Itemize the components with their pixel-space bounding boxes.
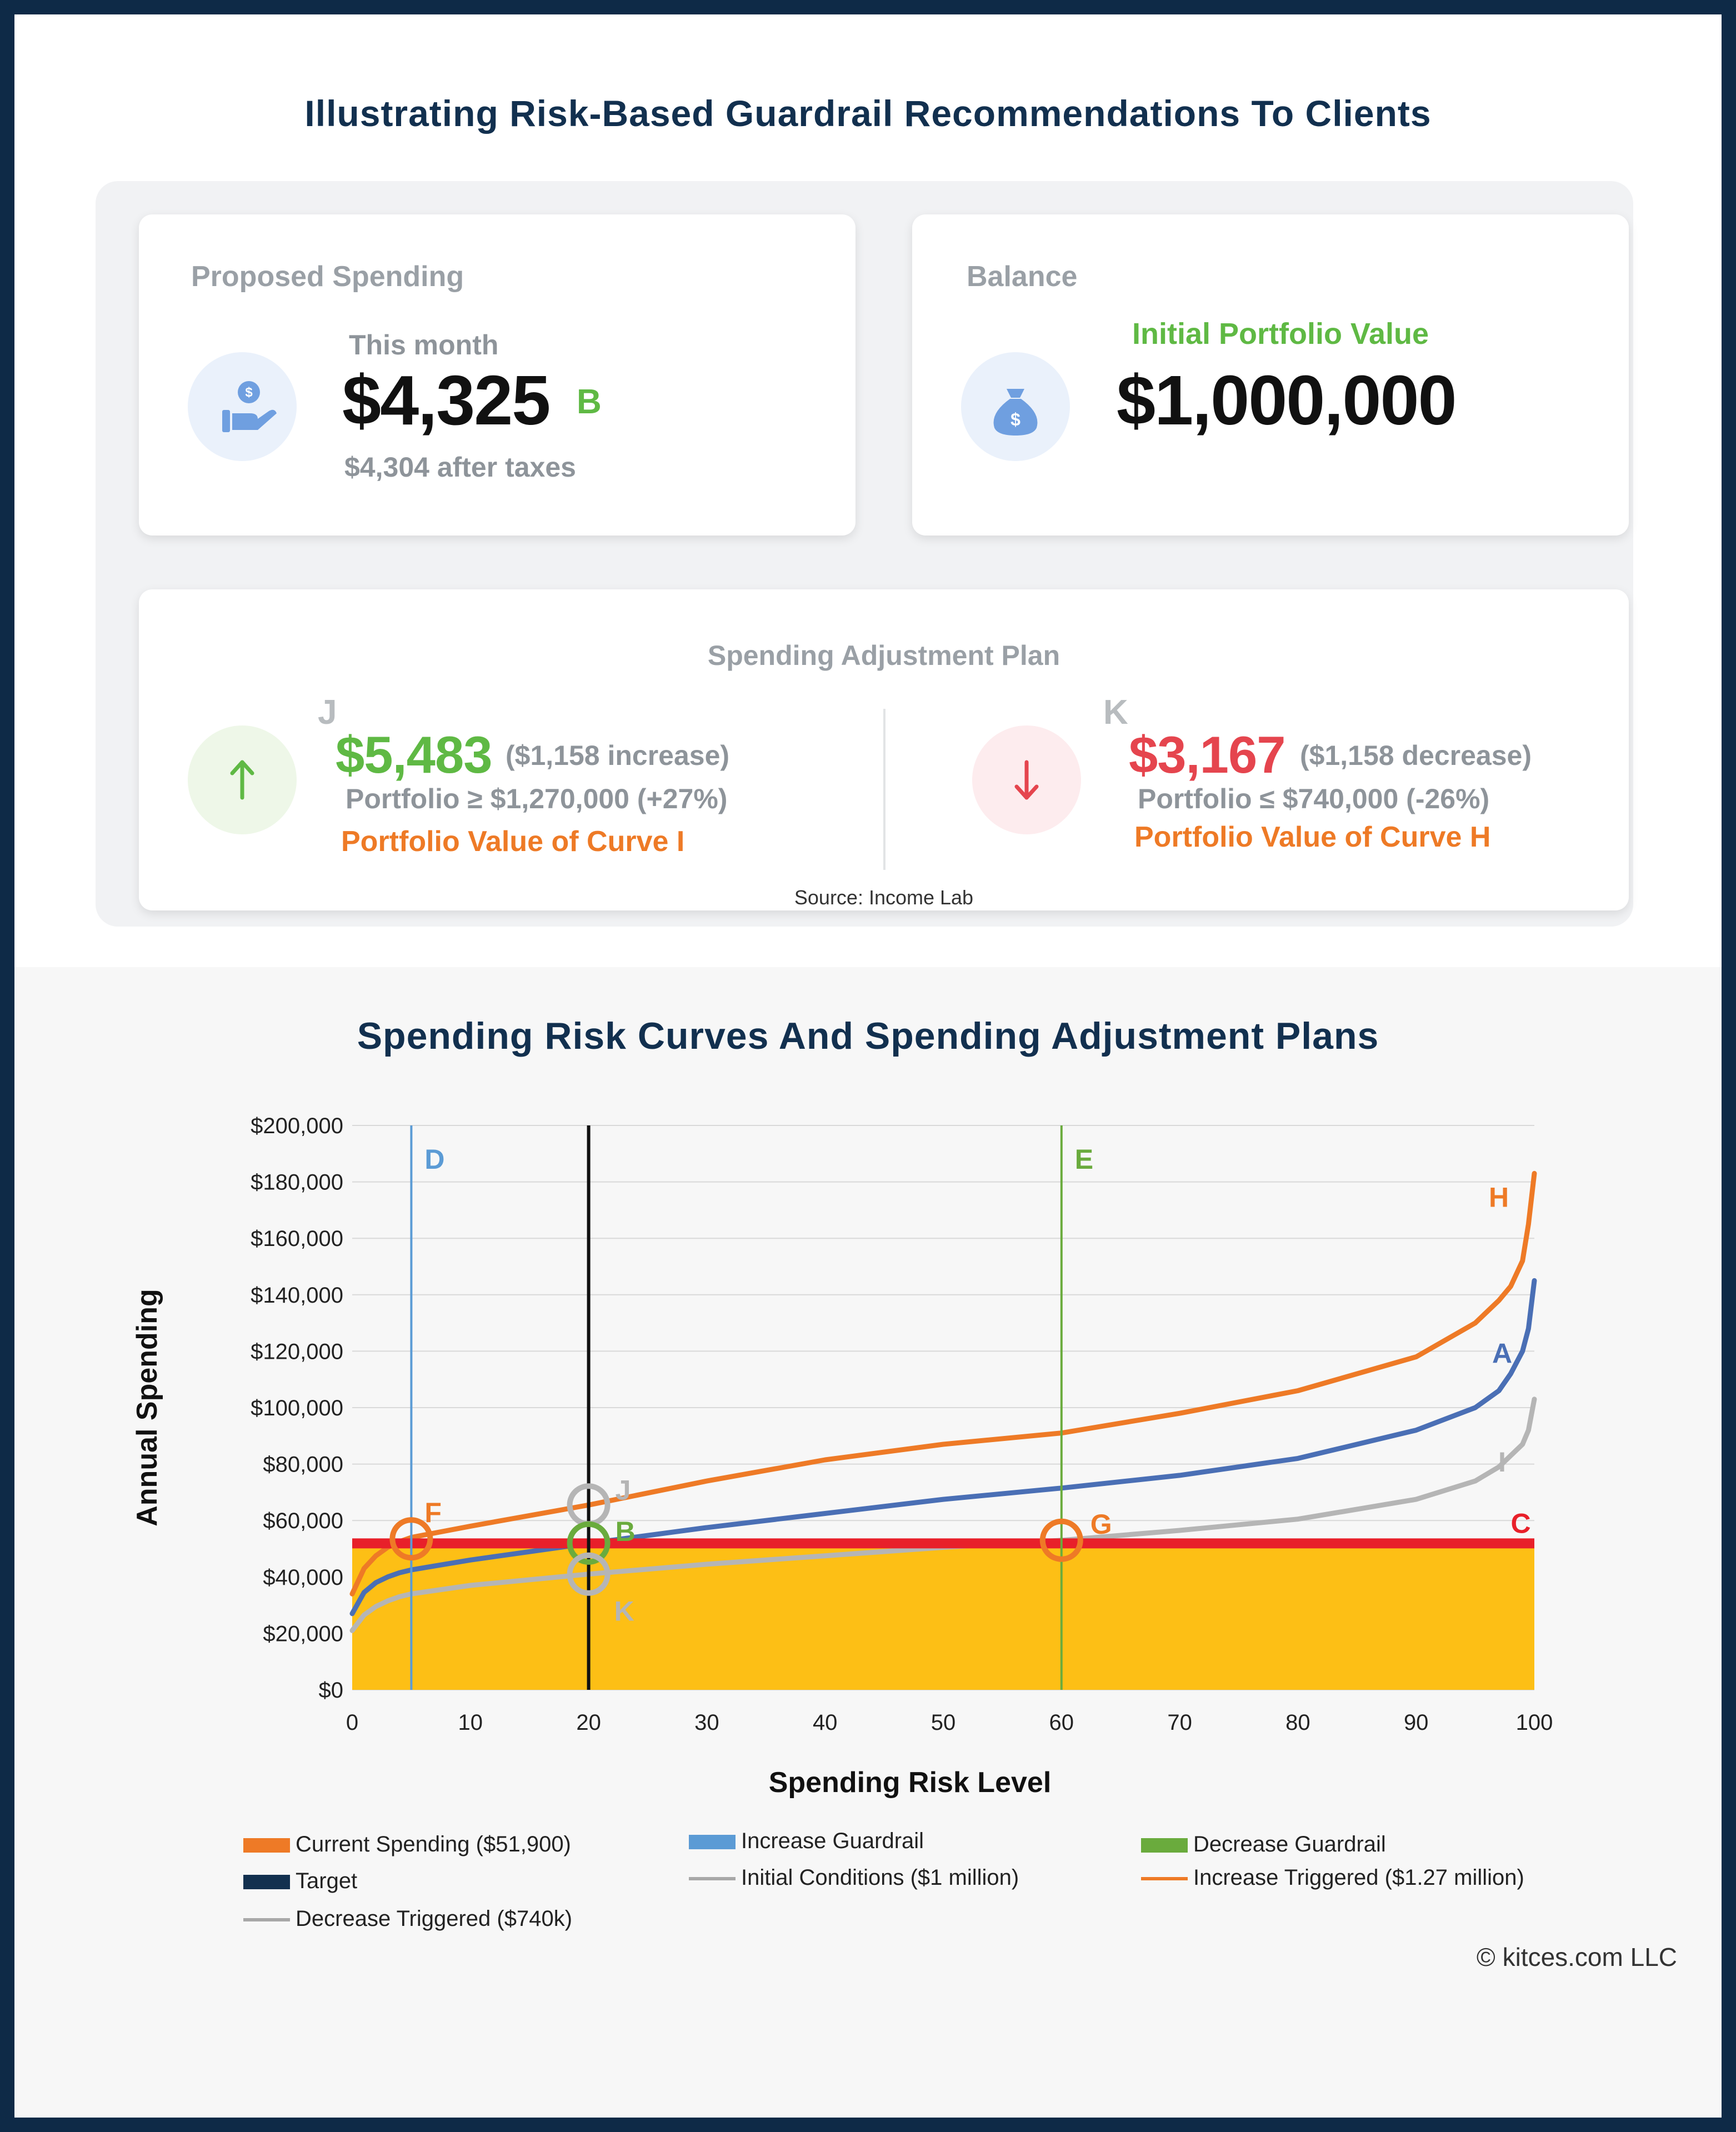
current-spending-area (352, 1543, 1534, 1690)
curve-label-h: H (1489, 1182, 1509, 1213)
proposed-spending-card: Proposed Spending $ This month $4,325 B … (139, 214, 856, 535)
proposed-amount: $4,325 (342, 361, 551, 439)
legend-label: Increase Guardrail (741, 1829, 924, 1853)
legend-label: Decrease Guardrail (1193, 1832, 1386, 1856)
balance-label: Balance (967, 261, 1078, 293)
legend-decrease-guardrail: Decrease Guardrail (1141, 1832, 1386, 1857)
decrease-change: ($1,158 decrease) (1300, 740, 1532, 771)
x-tick-label: 0 (346, 1710, 358, 1735)
marker-circle-f (389, 1517, 433, 1561)
source-note: Source: Income Lab (794, 886, 974, 909)
page-title: Illustrating Risk-Based Guardrail Recomm… (304, 93, 1432, 134)
hand-dollar-icon: $ (188, 352, 297, 461)
increase-note: Portfolio Value of Curve I (341, 825, 685, 858)
infographic-frame: Illustrating Risk-Based Guardrail Recomm… (14, 14, 1722, 2118)
decrease-note: Portfolio Value of Curve H (1134, 821, 1491, 853)
legend-label: Decrease Triggered ($740k) (296, 1906, 573, 1931)
legend-increase-guardrail: Increase Guardrail (689, 1829, 924, 1854)
legend-target: Target (243, 1869, 357, 1894)
y-tick-label: $80,000 (263, 1453, 343, 1477)
decrease-amount: $3,167 (1129, 725, 1286, 784)
legend-increase-triggered: Increase Triggered ($1.27 million) (1141, 1865, 1524, 1890)
y-tick-label: $100,000 (251, 1396, 343, 1420)
x-tick-label: 30 (694, 1710, 719, 1735)
line-label-d: D (424, 1144, 444, 1175)
y-tick-label: $40,000 (263, 1565, 343, 1590)
marker-label-j: J (616, 1474, 631, 1505)
x-axis-title: Spending Risk Level (769, 1766, 1052, 1799)
x-tick-label: 40 (813, 1710, 838, 1735)
increase-triggered-curve (349, 1170, 1537, 1597)
plan-divider (883, 709, 885, 870)
marker-circle-g (1039, 1518, 1083, 1562)
legend-decrease-triggered: Decrease Triggered ($740k) (243, 1906, 572, 1931)
spending-risk-chart: $0 $20,000 $40,000 $60,000 $80,000 $100,000 $1… (131, 1114, 1553, 1799)
increase-portfolio: Portfolio ≥ $1,270,000 (+27%) (346, 783, 728, 814)
increase-change: ($1,158 increase) (506, 740, 730, 771)
plan-title: Spending Adjustment Plan (707, 640, 1060, 671)
x-tick-label: 70 (1167, 1710, 1192, 1735)
legend-label: Initial Conditions ($1 million) (741, 1865, 1019, 1890)
legend-current-spending: Current Spending ($51,900) (243, 1832, 571, 1857)
x-tick-label: 80 (1285, 1710, 1310, 1735)
x-tick-label: 90 (1404, 1710, 1429, 1735)
balance-subtitle: Initial Portfolio Value (1132, 317, 1429, 351)
y-tick-label: $160,000 (251, 1227, 343, 1251)
marker-circle-b (567, 1521, 611, 1565)
y-tick-label: $140,000 (251, 1283, 343, 1308)
y-tick-label: $20,000 (263, 1621, 343, 1646)
marker-label-f: F (424, 1497, 442, 1528)
copyright: © kitces.com LLC (1476, 1943, 1677, 1971)
curve-label-a: A (1492, 1338, 1512, 1369)
money-bag-icon: $ (961, 352, 1070, 461)
legend-initial-conditions: Initial Conditions ($1 million) (689, 1865, 1019, 1890)
summary-panel: Proposed Spending $ This month $4,325 B … (96, 181, 1633, 927)
curve-label-i: I (1498, 1447, 1506, 1478)
chart-title: Spending Risk Curves And Spending Adjust… (357, 1015, 1379, 1057)
legend-swatch (243, 1918, 290, 1922)
legend-label: Increase Triggered ($1.27 million) (1193, 1865, 1524, 1890)
plan-marker-j: J (318, 693, 337, 732)
marker-label-b: B (616, 1516, 636, 1547)
y-tick-label: $60,000 (263, 1509, 343, 1533)
x-tick-label: 60 (1049, 1710, 1074, 1735)
y-axis-title: Annual Spending (131, 1289, 163, 1527)
y-tick-label: $0 (319, 1678, 344, 1703)
marker-circle-k (567, 1552, 611, 1596)
legend-label: Current Spending ($51,900) (296, 1832, 571, 1856)
y-tick-label: $200,000 (251, 1114, 343, 1138)
proposed-marker-b: B (577, 383, 602, 421)
legend-swatch (1141, 1838, 1188, 1853)
increase-amount: $5,483 (336, 725, 493, 784)
line-label-e: E (1075, 1144, 1093, 1175)
marker-label-g: G (1090, 1509, 1112, 1540)
balance-card: Balance $ Initial Portfolio Value $1,000… (912, 214, 1629, 535)
y-tick-label: $180,000 (251, 1170, 343, 1195)
adjustment-plan-card: Spending Adjustment Plan J $5,483 ($1,15… (139, 589, 1629, 910)
arrow-down-icon (972, 725, 1081, 834)
legend-swatch (689, 1877, 736, 1881)
legend-label: Target (296, 1869, 358, 1893)
proposed-after-taxes: $4,304 after taxes (344, 452, 576, 483)
arrow-up-icon (188, 725, 297, 834)
initial-conditions-curve (349, 1278, 1537, 1616)
proposed-period: This month (349, 329, 499, 361)
y-tick-label: $120,000 (251, 1339, 343, 1364)
balance-amount: $1,000,000 (1117, 361, 1457, 439)
legend-swatch (1141, 1877, 1188, 1881)
legend-swatch (243, 1875, 290, 1890)
marker-label-k: K (614, 1596, 634, 1627)
proposed-spending-label: Proposed Spending (191, 261, 464, 293)
x-tick-label: 50 (931, 1710, 956, 1735)
svg-text:$: $ (1010, 409, 1020, 429)
x-tick-label: 20 (576, 1710, 601, 1735)
plan-marker-k: K (1103, 693, 1128, 732)
decrease-portfolio: Portfolio ≤ $740,000 (-26%) (1138, 783, 1490, 814)
legend-swatch (243, 1838, 290, 1853)
legend-swatch (689, 1835, 736, 1850)
x-tick-label: 100 (1516, 1710, 1553, 1735)
x-tick-label: 10 (458, 1710, 483, 1735)
marker-label-c: C (1510, 1508, 1530, 1539)
svg-text:$: $ (245, 385, 253, 400)
